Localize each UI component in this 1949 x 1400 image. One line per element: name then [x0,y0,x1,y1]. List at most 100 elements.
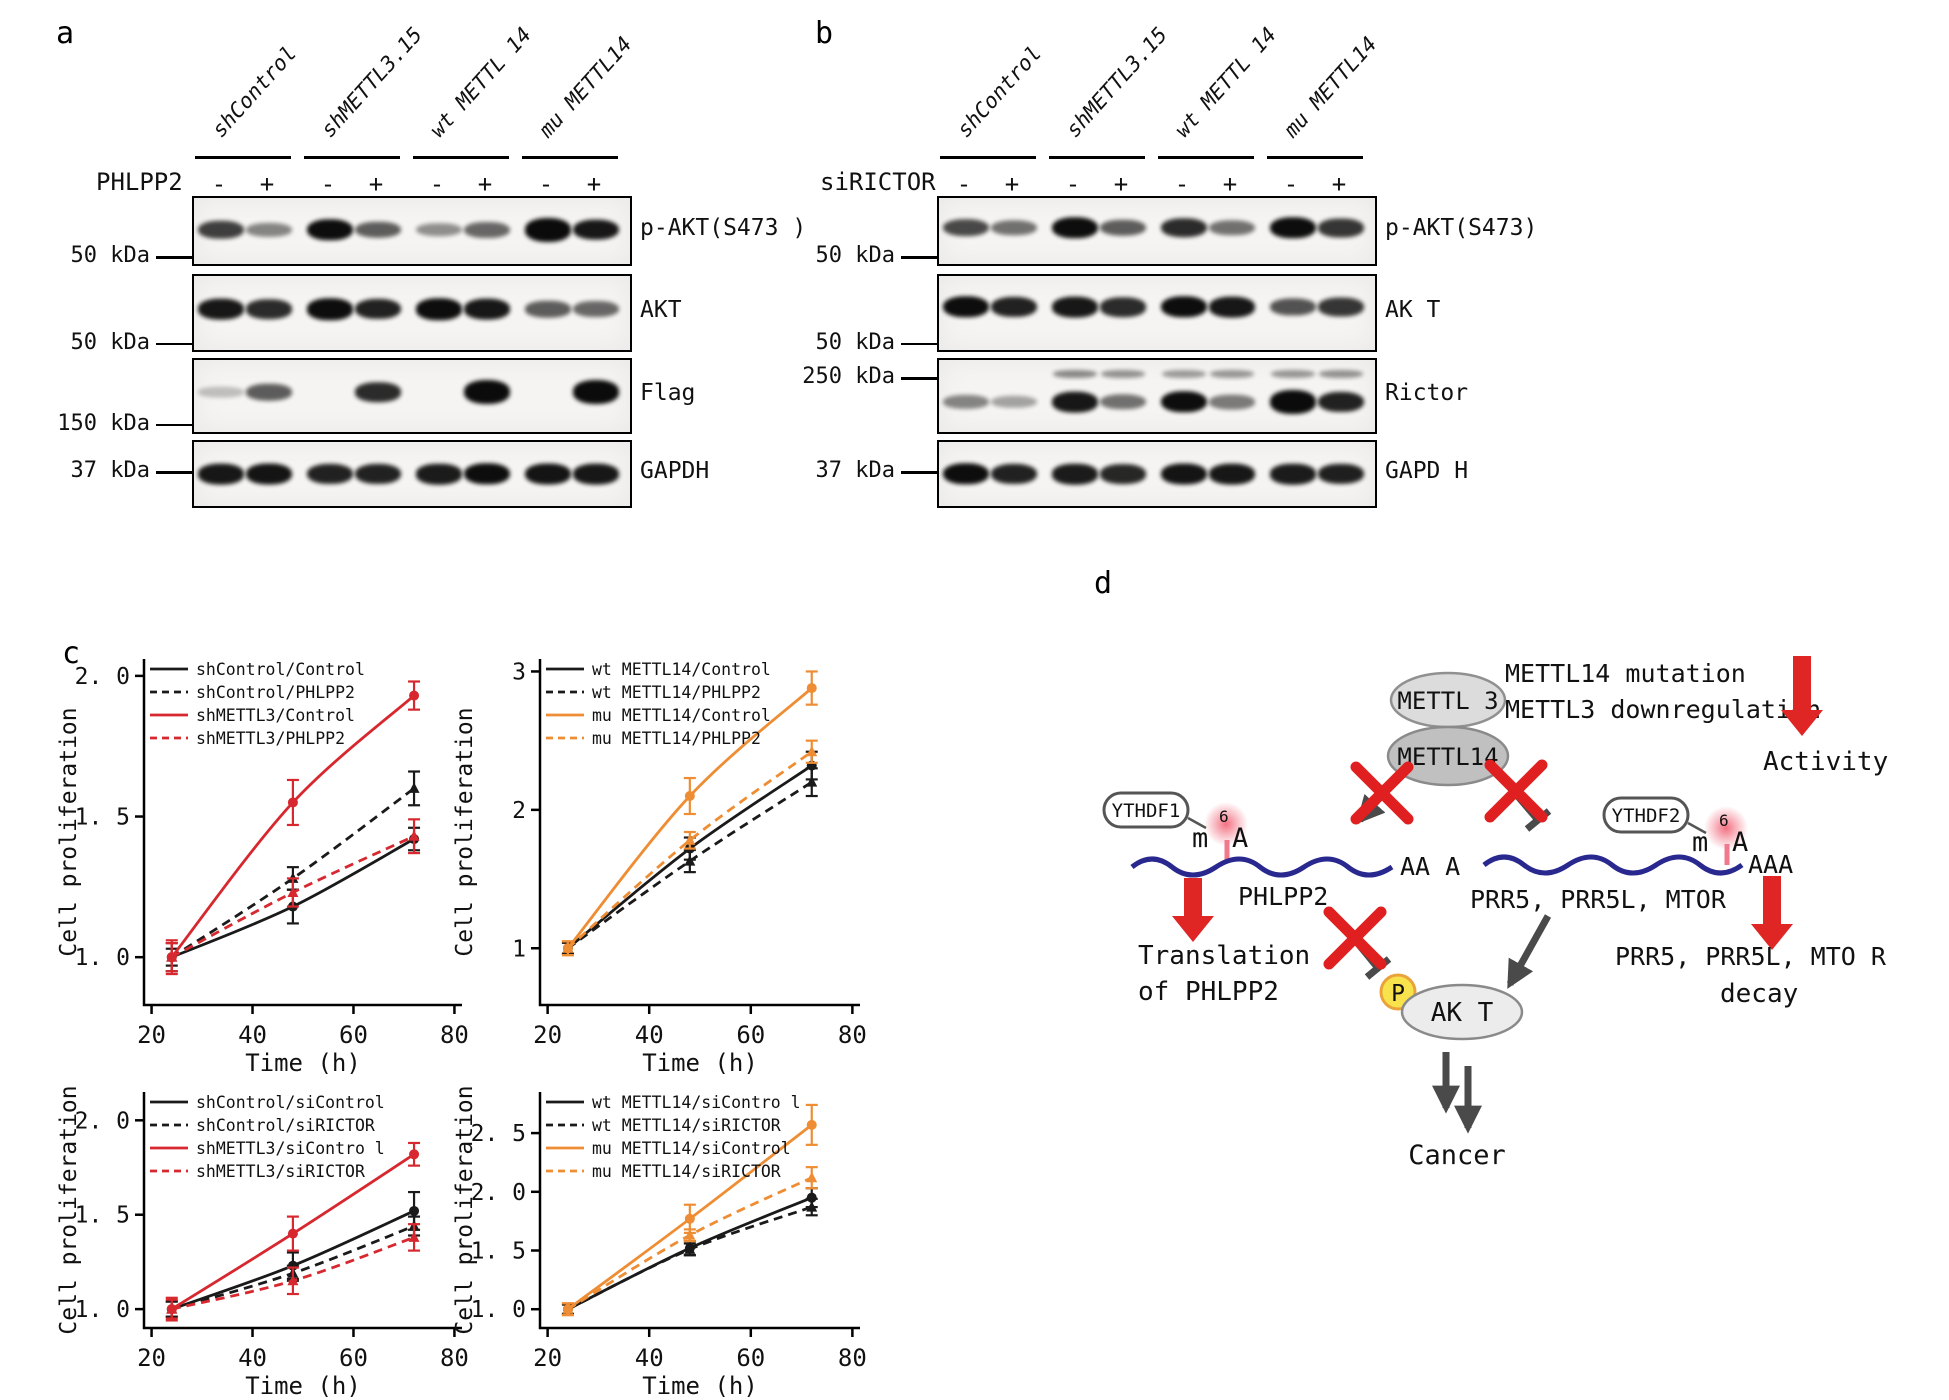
legend-entry: shControl/siRICTOR [196,1116,375,1135]
lane-group-label: shMETTL3.15 [1061,22,1173,142]
blot-band [1161,217,1208,238]
y-axis-label: Cell proliferation [452,1085,478,1334]
blot-band [1270,216,1317,239]
lane-group-underline [413,156,509,159]
mutation-text-line1: METTL14 mutation [1505,659,1746,688]
data-point-triangle [287,886,299,897]
lane-group-label: mu METTL14 [534,31,637,142]
molecular-weight-tick [901,256,937,259]
lane-group-underline [1049,156,1145,159]
blot-band [1270,389,1317,414]
lane-group-underline [1158,156,1254,159]
legend-entry: mu METTL14/siRICTOR [592,1162,781,1181]
mtorc2-to-akt-arrow [1506,914,1552,989]
decay-down-arrow-icon [1751,876,1793,950]
activity-down-arrow-icon [1781,656,1823,736]
blot-band [307,218,354,241]
data-point-triangle [806,776,818,787]
y-axis-label: Cell proliferation [56,707,82,956]
data-point-circle [409,1205,420,1216]
molecular-weight-tick [156,471,192,474]
blot-band-upper [1318,370,1363,379]
phospho-label: P [1391,981,1405,1007]
molecular-weight-tick [901,342,937,346]
blot-band [1208,296,1255,318]
blot-band [198,463,245,485]
ythdf2-capsule [1602,796,1690,834]
blot-band-upper [1271,370,1316,379]
data-point-circle [409,1149,420,1160]
data-point-circle [806,1192,817,1203]
legend-entry: mu METTL14/PHLPP2 [592,729,761,748]
decay-text-line2: decay [1720,979,1798,1009]
molecular-weight-label: 50 kDa [815,243,895,269]
y-tick-label: 2. 0 [75,664,130,690]
y-tick-label: 1. 0 [75,1297,130,1323]
lane-group-underline [940,156,1036,159]
antibody-label: GAPDH [640,458,710,484]
blot-band [245,222,292,237]
antibody-label: AK T [1385,297,1441,323]
x-axis-label: Time (h) [642,1372,758,1398]
data-point-triangle [166,951,178,962]
legend-entry: wt METTL14/siContro l [592,1093,801,1112]
polya-left: AA A [1400,852,1460,881]
data-point-triangle [166,1303,178,1314]
data-point-triangle [684,855,696,866]
blot-band [990,395,1037,408]
legend-entry: wt METTL14/siRICTOR [592,1116,781,1135]
legend-entry: mu METTL14/Control [592,706,771,725]
blot-band [1099,464,1146,484]
axes [538,1092,860,1330]
translation-down-arrow-icon [1172,878,1214,942]
legend-entry: shMETTL3/siRICTOR [196,1162,365,1181]
reader-connector [1687,821,1707,835]
activity-label: Activity [1763,747,1888,777]
antibody-label: Flag [640,380,696,406]
molecular-weight-label: 50 kDa [70,329,150,355]
x-tick-label: 20 [533,1344,562,1372]
blot-band [416,298,463,320]
y-axis-label: Cell proliferation [452,707,478,956]
ythdf1-capsule [1102,791,1190,829]
legend-entry: wt METTL14/PHLPP2 [592,683,761,702]
blot-band [463,380,510,405]
blot-band [1099,297,1146,317]
x-tick-label: 40 [238,1021,267,1049]
molecular-weight-label: 37 kDa [815,458,895,483]
blot-band [1099,394,1146,410]
blot-strip [192,358,632,434]
data-point-triangle [408,1231,420,1242]
molecular-weight-tick [156,256,192,259]
antibody-label: p-AKT(S473) [1385,215,1538,241]
blot-band [990,219,1037,236]
lane-group-label: wt METTL 14 [1170,22,1282,142]
legend-entry: shMETTL3/PHLPP2 [196,729,345,748]
blot-strip [192,274,632,352]
ythdf2-label: YTHDF2 [1612,805,1681,827]
blot-band [198,298,245,320]
y-tick-label: 2. 5 [471,1121,526,1147]
data-point-circle [287,1228,298,1239]
molecular-weight-label: 50 kDa [815,329,895,355]
series-line [566,687,813,950]
blot-band [354,221,401,238]
proliferation-chart-sirictor-mettl14: 1. 0 1. 5 2. 0 2. 5 20 40 60 80 Time (h) Cell pro… [452,1082,876,1400]
mutation-text-line2: METTL3 downregulation [1505,695,1821,724]
x-tick-label: 80 [838,1344,867,1372]
m6a-a: A [1732,827,1748,858]
mrna-left-wave [1130,856,1394,878]
legend-entry: shControl/Control [196,660,365,679]
blot-band [1052,391,1099,413]
data-point-circle [684,791,695,802]
y-tick-label: 1. 0 [75,945,130,971]
m6a-glow [1704,806,1748,850]
data-point-circle [409,690,420,701]
y-tick-label: 1. 5 [75,805,130,831]
blot-band [463,463,510,485]
series-line [170,787,415,959]
treatment-sign: - [1065,170,1081,198]
treatment-sign: + [1331,170,1347,198]
blot-band [990,296,1037,318]
